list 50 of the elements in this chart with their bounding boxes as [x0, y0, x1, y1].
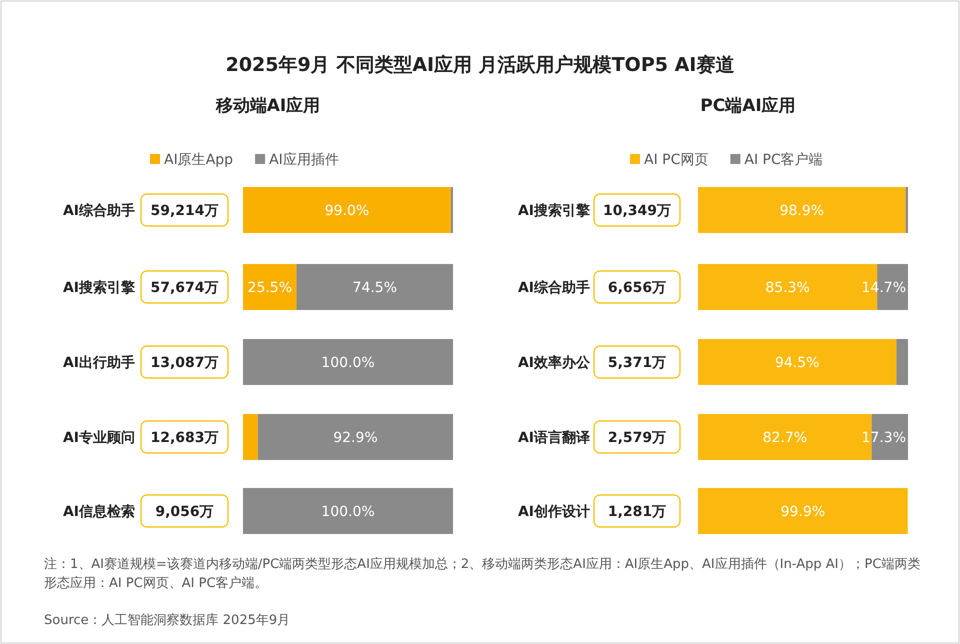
text: 57,674万 — [150, 280, 219, 296]
bar — [296, 264, 453, 310]
data-label: 99.9% — [780, 504, 826, 520]
text: 注：1、AI赛道规模=该赛道内移动端/PC端两类型形态AI应用规模加总；2、移动端两类形态AI应用：AI原生App、AI应用插件（In-App AI）；PC端两类形态应用：AI PC网页、AI PC客户端。 — [44, 556, 920, 591]
chart-title: 2025年9月 不同类型AI应用 月活跃用户规模TOP5 AI赛道 — [226, 54, 734, 76]
data-label: 100.0% — [321, 504, 375, 520]
data-label: 85.3% — [765, 280, 810, 296]
bar — [243, 339, 453, 385]
data-label: 74.5% — [352, 280, 398, 296]
source-note: Source：人工智能洞察数据库 2025年9月 — [44, 612, 290, 628]
y-tick-label: AI综合助手 — [518, 279, 590, 296]
y-tick-label: AI语言翻译 — [518, 429, 591, 446]
bar — [698, 339, 896, 385]
bar — [698, 488, 908, 534]
y-tick-label: AI创作设计 — [518, 504, 590, 520]
chart-title: PC端AI应用 — [700, 96, 796, 116]
bar — [243, 414, 258, 460]
data-label: 100.0% — [321, 355, 375, 371]
bar — [243, 187, 451, 233]
legend-label: AI PC网页 — [644, 152, 708, 168]
y-tick-label: AI搜索引擎 — [518, 203, 591, 219]
text: 10,349万 — [602, 203, 672, 219]
y-tick-label: AI信息检索 — [62, 504, 135, 520]
text: 13,087万 — [150, 355, 219, 371]
data-label: 98.9% — [780, 203, 824, 219]
bar — [243, 264, 297, 310]
legend-label: AI应用插件 — [269, 152, 339, 168]
data-label: 92.9% — [333, 430, 378, 446]
bar — [896, 339, 908, 385]
y-tick-label: AI搜索引擎 — [62, 280, 136, 296]
y-tick-label: AI出行助手 — [62, 354, 135, 371]
data-label: 94.5% — [774, 355, 820, 371]
text: 2,579万 — [608, 430, 666, 446]
text: 59,214万 — [150, 203, 219, 219]
data-label: 82.7% — [762, 430, 808, 446]
y-tick-label: AI效率办公 — [518, 354, 591, 371]
bar — [243, 488, 453, 534]
y-tick-label: AI专业顾问 — [62, 429, 135, 446]
text: 9,056万 — [155, 504, 214, 520]
text: 12,683万 — [150, 430, 219, 446]
text: 5,371万 — [608, 355, 666, 371]
text: 1,281万 — [608, 504, 666, 520]
legend-label: AI原生App — [164, 152, 234, 168]
bar — [258, 414, 453, 460]
data-label: 99.0% — [324, 203, 370, 219]
chart-subtitle: 移动端AI应用 — [214, 96, 320, 116]
legend-label: AI PC客户端 — [744, 152, 823, 168]
text: 6,656万 — [608, 280, 666, 296]
data-label: 25.5% — [248, 280, 292, 296]
y-tick-label: AI综合助手 — [62, 202, 135, 219]
